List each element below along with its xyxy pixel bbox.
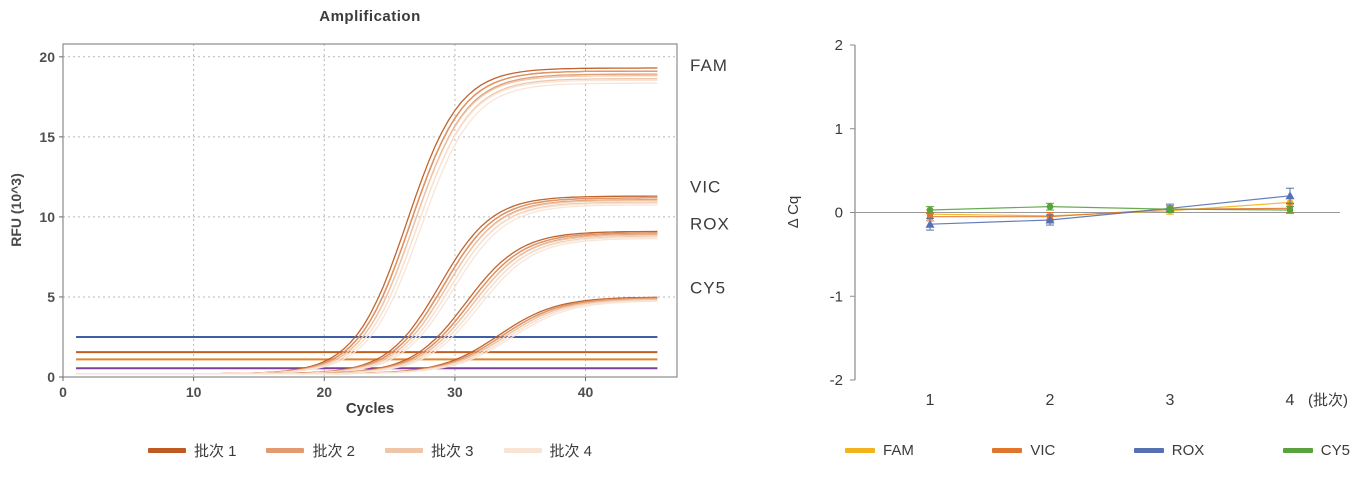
dcq-legend-label-rox: ROX — [1171, 442, 1205, 459]
amplification-y-axis-label: RFU (10^3) — [8, 173, 24, 247]
x-axis-unit-label: (批次) — [1308, 392, 1348, 409]
x-tick-label: 10 — [186, 384, 202, 400]
dye-label-cy5: CY5 — [690, 278, 726, 297]
amp-legend-swatch-3 — [385, 448, 423, 453]
amp-legend-swatch-2 — [266, 448, 305, 453]
dcq-legend-item-cy5: CY5 — [1282, 442, 1350, 459]
x-category-label-2: 2 — [1046, 392, 1055, 409]
amp-curve-fam-batch4 — [76, 79, 658, 375]
dcq-marker-rox-2 — [1045, 215, 1055, 224]
dcq-line-cy5 — [929, 205, 1291, 211]
x-tick-label: 30 — [447, 384, 463, 400]
delta-cq-legend: FAM VIC ROX CY5 — [845, 442, 1350, 459]
amp-curve-fam-batch1 — [76, 67, 658, 375]
y-tick-label: 5 — [47, 289, 55, 305]
dcq-legend-item-rox: ROX — [1133, 442, 1205, 459]
y-tick-label: 0 — [835, 205, 843, 222]
amp-curve-vic-batch4 — [76, 202, 658, 375]
dcq-legend-label-cy5: CY5 — [1320, 442, 1350, 459]
amp-curve-fam-batch3 — [76, 75, 658, 375]
y-tick-label: -2 — [830, 372, 843, 389]
amplification-x-axis-label: Cycles — [345, 400, 395, 417]
x-category-label-3: 3 — [1166, 392, 1175, 409]
y-tick-label: -1 — [830, 288, 843, 305]
amp-curve-fam-batch2 — [76, 73, 658, 375]
dye-label-fam: FAM — [690, 56, 728, 75]
amp-curve-fam-batch2 — [76, 70, 658, 375]
dcq-legend-swatch-cy5 — [1282, 448, 1313, 453]
amp-curve-vic-batch1 — [76, 195, 658, 375]
amp-legend-label-2: 批次 2 — [312, 443, 355, 460]
amp-curve-cy5-batch4 — [76, 300, 658, 375]
dye-label-vic: VIC — [690, 177, 721, 196]
dcq-legend-item-vic: VIC — [992, 442, 1055, 459]
amp-curve-vic-batch2 — [76, 197, 658, 375]
x-tick-label: 20 — [316, 384, 332, 400]
plot-border — [62, 43, 678, 378]
x-tick-label: 40 — [578, 384, 594, 400]
amp-curve-fam-batch1 — [76, 70, 658, 375]
delta-cq-chart: 2 1 0 -1 -2 Δ Cq 1 2 3 4 (批次) FAM VIC ROX CY5 — [760, 0, 1366, 484]
dcq-legend-swatch-fam — [845, 448, 875, 453]
y-tick-label: 15 — [39, 129, 55, 145]
x-tick-label: 0 — [59, 384, 67, 400]
dcq-marker-vic-1 — [927, 213, 933, 220]
dcq-line-vic — [930, 207, 1291, 218]
amp-legend-swatch-4 — [503, 448, 542, 453]
dcq-marker-cy5-1 — [926, 206, 934, 214]
amp-curve-vic-batch4 — [76, 204, 658, 375]
dcq-marker-cy5-2 — [1046, 203, 1054, 210]
amp-curve-vic-batch2 — [76, 199, 658, 375]
amplification-chart-title: Amplification — [319, 8, 421, 25]
amp-legend-item-3: 批次 3 — [385, 440, 474, 461]
dcq-marker-rox-4 — [1285, 191, 1295, 200]
y-tick-label: 0 — [47, 369, 55, 385]
dcq-legend-label-fam: FAM — [883, 442, 914, 459]
amp-curve-vic-batch1 — [76, 197, 658, 375]
dcq-legend-swatch-vic — [992, 448, 1023, 453]
amp-legend-label-1: 批次 1 — [193, 443, 237, 460]
x-category-label-1: 1 — [926, 392, 935, 409]
amp-legend-item-2: 批次 2 — [266, 440, 355, 461]
amplification-chart: 0 10 20 30 40 0 5 10 15 20 FAM VIC ROX CY5 Amplificat… — [0, 8, 740, 461]
y-tick-label: 2 — [835, 37, 843, 54]
y-tick-label: 20 — [39, 49, 55, 65]
dcq-legend-item-fam: FAM — [845, 442, 914, 459]
x-category-label-4: 4 — [1286, 392, 1295, 409]
y-tick-label: 10 — [39, 209, 55, 225]
dcq-marker-cy5-4 — [1286, 206, 1294, 214]
amp-legend-label-3: 批次 3 — [431, 443, 474, 460]
y-tick-label: 1 — [835, 121, 843, 138]
amp-curve-vic-batch3 — [76, 201, 658, 375]
dye-label-rox: ROX — [690, 214, 730, 233]
amp-legend-item-4: 批次 4 — [503, 440, 593, 461]
delta-cq-axis-label: Δ Cq — [785, 196, 802, 229]
amp-legend-label-4: 批次 4 — [549, 443, 593, 460]
dcq-marker-cy5-3 — [1166, 205, 1174, 213]
dcq-legend-swatch-rox — [1133, 448, 1164, 453]
amp-legend-item-1: 批次 1 — [147, 440, 237, 461]
dcq-legend-label-vic: VIC — [1030, 442, 1056, 459]
amplification-legend: 批次 1 批次 2 批次 3 批次 4 — [0, 440, 740, 461]
dcq-line-rox — [929, 195, 1291, 225]
amp-curve-fam-batch3 — [76, 78, 658, 375]
amp-curve-rox-batch3 — [76, 235, 658, 375]
amplification-plot-canvas: 0 10 20 30 40 0 5 10 15 20 FAM VIC ROX CY5 — [39, 43, 730, 400]
amp-legend-swatch-1 — [147, 448, 186, 453]
delta-cq-plot-canvas: 2 1 0 -1 -2 Δ Cq 1 2 3 4 (批次) — [785, 37, 1348, 409]
amp-curve-vic-batch3 — [76, 199, 658, 375]
dcq-marker-rox-1 — [925, 219, 935, 228]
